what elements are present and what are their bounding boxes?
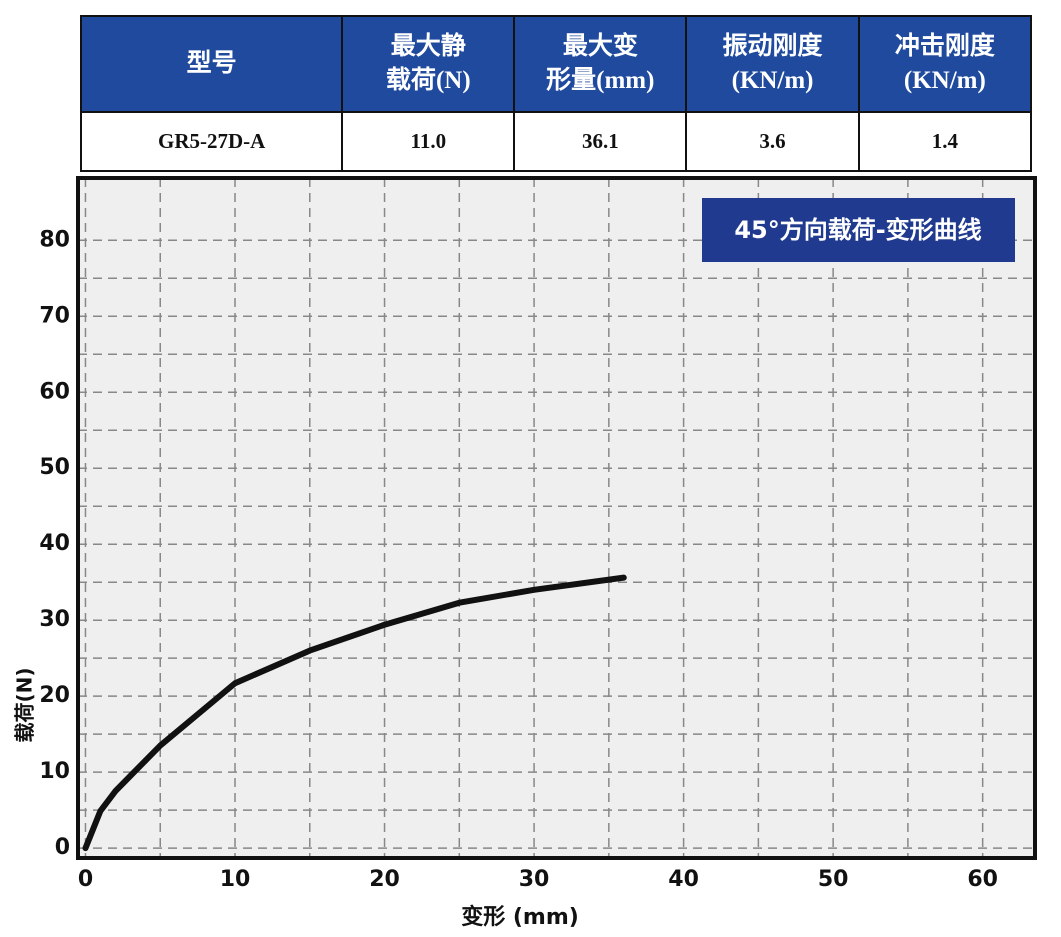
- header-cell: 振动刚度 (KN/m): [685, 15, 860, 113]
- header-text: 形量(mm): [546, 67, 655, 94]
- x-tick-label: 10: [220, 867, 251, 892]
- plot-background: [78, 178, 1035, 858]
- x-tick-label: 60: [967, 867, 998, 892]
- header-cell: 冲击刚度 (KN/m): [857, 15, 1033, 113]
- header-cell: 最大静载荷(N): [341, 15, 516, 113]
- data-cell: GR5-27D-A: [79, 111, 344, 172]
- header-cell: 型号: [79, 15, 344, 113]
- y-tick-label: 10: [39, 759, 70, 784]
- header-text: (KN/m): [903, 67, 986, 94]
- header-text: 型号: [186, 50, 237, 77]
- spec-table: 型号 最大静 载荷(N) 最大变 形量(mm) 振动刚度 (KN/m) 冲击刚度 (KN/m) G…: [79, 15, 1033, 172]
- header-text: 最大变: [562, 33, 638, 60]
- y-tick-label: 50: [39, 455, 70, 480]
- x-tick-label: 40: [668, 867, 699, 892]
- header-text: 冲击刚度: [894, 33, 995, 60]
- plot-frame: [76, 176, 1037, 860]
- y-tick-label: 20: [39, 683, 70, 708]
- header-text: 载荷(N): [385, 67, 471, 94]
- chart-title: 45°方向载荷-变形曲线: [734, 216, 981, 244]
- header-text: 振动刚度: [722, 33, 823, 60]
- y-tick-label: 80: [39, 227, 70, 252]
- header-text: (KN/m): [731, 67, 814, 94]
- y-axis-label: 载荷(N): [13, 667, 37, 742]
- data-row: GR5-27D-A 11.0 36.1 3.6 1.4: [79, 111, 1033, 172]
- data-line: [82, 574, 627, 852]
- y-tick-label: 0: [55, 835, 70, 860]
- x-tick-label: 50: [818, 867, 849, 892]
- y-tick-label: 70: [39, 303, 70, 328]
- data-cell: 36.1: [513, 111, 688, 172]
- y-tick-label: 60: [39, 379, 70, 404]
- header-row: 型号 最大静 载荷(N) 最大变 形量(mm) 振动刚度 (KN/m) 冲击刚度 (KN/m): [79, 15, 1033, 113]
- title-box: [702, 198, 1015, 262]
- data-cell: 11.0: [341, 111, 516, 172]
- x-tick-label: 30: [519, 867, 550, 892]
- header-cell: 最大变形量(mm): [513, 15, 688, 113]
- header-text: 最大静: [390, 33, 466, 60]
- x-axis-label: 变形 (mm): [461, 904, 579, 930]
- x-tick-label: 0: [78, 867, 93, 892]
- y-tick-label: 30: [39, 607, 70, 632]
- data-cell: 3.6: [685, 111, 860, 172]
- y-tick-label: 40: [39, 531, 70, 556]
- x-tick-label: 20: [369, 867, 400, 892]
- data-cell: 1.4: [857, 111, 1033, 172]
